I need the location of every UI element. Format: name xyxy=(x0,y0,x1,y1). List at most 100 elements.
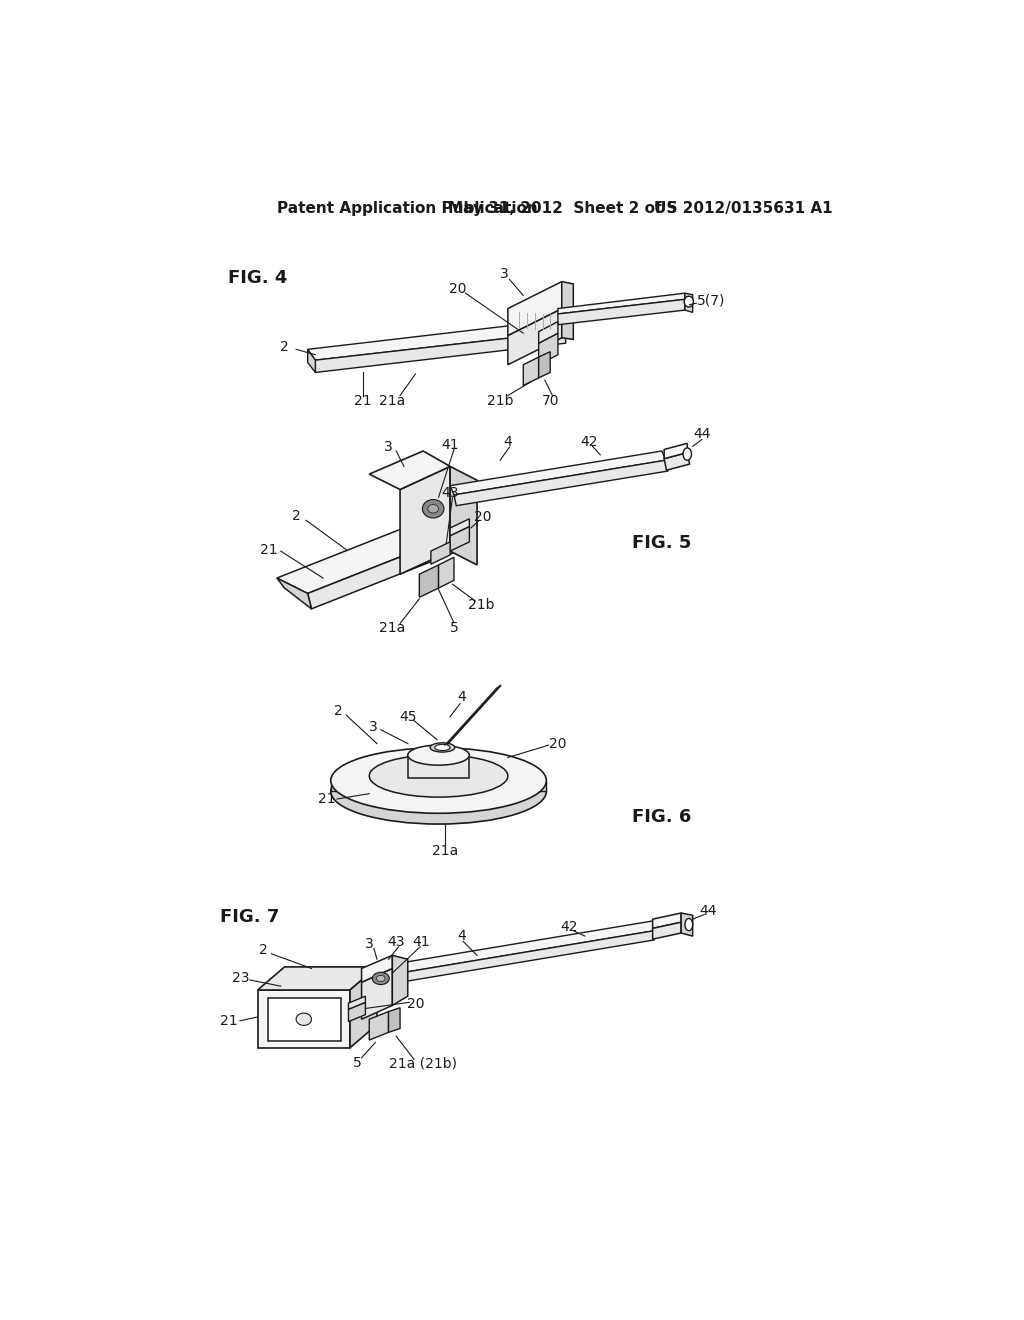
Text: 5: 5 xyxy=(353,1056,362,1071)
Ellipse shape xyxy=(331,759,547,824)
Polygon shape xyxy=(451,527,469,552)
Polygon shape xyxy=(400,921,654,973)
Text: May 31, 2012  Sheet 2 of 5: May 31, 2012 Sheet 2 of 5 xyxy=(447,201,677,216)
Polygon shape xyxy=(370,1011,388,1040)
Ellipse shape xyxy=(685,919,692,931)
Text: 21a: 21a xyxy=(379,393,406,408)
Polygon shape xyxy=(508,281,562,335)
Polygon shape xyxy=(361,969,392,1019)
Text: 21: 21 xyxy=(220,1014,238,1028)
Text: 43: 43 xyxy=(441,486,459,500)
Polygon shape xyxy=(276,578,311,609)
Text: 21a: 21a xyxy=(431,845,458,858)
Polygon shape xyxy=(451,451,666,495)
Polygon shape xyxy=(258,966,377,990)
Polygon shape xyxy=(348,1002,366,1022)
Polygon shape xyxy=(307,536,458,609)
Ellipse shape xyxy=(408,744,469,766)
Text: 44: 44 xyxy=(699,904,717,919)
Ellipse shape xyxy=(377,975,385,982)
Polygon shape xyxy=(408,755,469,779)
Text: 4: 4 xyxy=(458,929,466,942)
Polygon shape xyxy=(400,466,451,574)
Text: 21: 21 xyxy=(260,543,278,557)
Polygon shape xyxy=(307,321,565,360)
Text: FIG. 6: FIG. 6 xyxy=(632,808,691,826)
Polygon shape xyxy=(539,322,558,343)
Text: Patent Application Publication: Patent Application Publication xyxy=(276,201,538,216)
Polygon shape xyxy=(685,293,692,313)
Ellipse shape xyxy=(370,755,508,797)
Polygon shape xyxy=(558,293,685,314)
Text: FIG. 4: FIG. 4 xyxy=(228,269,288,286)
Text: 2: 2 xyxy=(292,510,300,524)
Polygon shape xyxy=(539,351,550,378)
Polygon shape xyxy=(307,350,315,372)
Polygon shape xyxy=(331,780,547,792)
Text: 44: 44 xyxy=(693,428,711,441)
Polygon shape xyxy=(558,300,685,325)
Text: 21b: 21b xyxy=(486,393,513,408)
Text: 20: 20 xyxy=(549,737,566,751)
Polygon shape xyxy=(361,956,392,982)
Polygon shape xyxy=(348,997,366,1010)
Polygon shape xyxy=(370,451,451,490)
Text: 45: 45 xyxy=(399,710,417,723)
Ellipse shape xyxy=(422,499,444,517)
Polygon shape xyxy=(665,453,689,470)
Text: 5(7): 5(7) xyxy=(696,294,725,308)
Text: 21a: 21a xyxy=(379,622,406,635)
Text: 42: 42 xyxy=(580,434,597,449)
Polygon shape xyxy=(392,956,408,1006)
Ellipse shape xyxy=(435,744,451,751)
Ellipse shape xyxy=(430,743,455,752)
Text: 4: 4 xyxy=(458,690,466,705)
Text: 23: 23 xyxy=(231,972,250,986)
Polygon shape xyxy=(523,358,539,385)
Text: 41: 41 xyxy=(413,936,430,949)
Polygon shape xyxy=(562,281,573,339)
Text: 2: 2 xyxy=(259,942,267,957)
FancyBboxPatch shape xyxy=(267,998,341,1040)
Polygon shape xyxy=(539,333,558,364)
Text: US 2012/0135631 A1: US 2012/0135631 A1 xyxy=(654,201,833,216)
Ellipse shape xyxy=(296,1014,311,1026)
Polygon shape xyxy=(258,990,350,1048)
Text: 20: 20 xyxy=(407,997,424,1011)
Polygon shape xyxy=(431,543,451,564)
Polygon shape xyxy=(451,519,469,536)
Text: 42: 42 xyxy=(561,920,579,933)
Polygon shape xyxy=(350,966,377,1048)
Text: FIG. 5: FIG. 5 xyxy=(632,535,691,552)
Ellipse shape xyxy=(373,973,389,985)
Text: 21: 21 xyxy=(354,393,372,408)
Text: 2: 2 xyxy=(281,341,289,354)
Text: 3: 3 xyxy=(500,267,508,281)
Text: 43: 43 xyxy=(387,936,404,949)
Ellipse shape xyxy=(683,447,691,461)
Polygon shape xyxy=(438,557,454,589)
Polygon shape xyxy=(652,913,681,928)
Ellipse shape xyxy=(331,748,547,813)
Text: 21b: 21b xyxy=(468,598,495,612)
Text: 70: 70 xyxy=(542,393,559,408)
Polygon shape xyxy=(681,913,692,936)
Polygon shape xyxy=(454,461,668,506)
Text: 2: 2 xyxy=(334,705,343,718)
Text: 3: 3 xyxy=(365,937,374,950)
Polygon shape xyxy=(652,923,681,940)
Ellipse shape xyxy=(428,504,438,513)
Polygon shape xyxy=(419,565,438,597)
Polygon shape xyxy=(400,931,654,982)
Polygon shape xyxy=(315,331,565,372)
Text: 41: 41 xyxy=(441,438,459,451)
Text: 3: 3 xyxy=(384,440,393,454)
Text: 3: 3 xyxy=(369,719,378,734)
Polygon shape xyxy=(451,466,477,565)
Text: 20: 20 xyxy=(474,511,492,524)
Text: 5: 5 xyxy=(450,622,459,635)
Text: 20: 20 xyxy=(450,282,467,296)
Polygon shape xyxy=(665,444,687,459)
Ellipse shape xyxy=(684,296,693,308)
Polygon shape xyxy=(388,1007,400,1032)
